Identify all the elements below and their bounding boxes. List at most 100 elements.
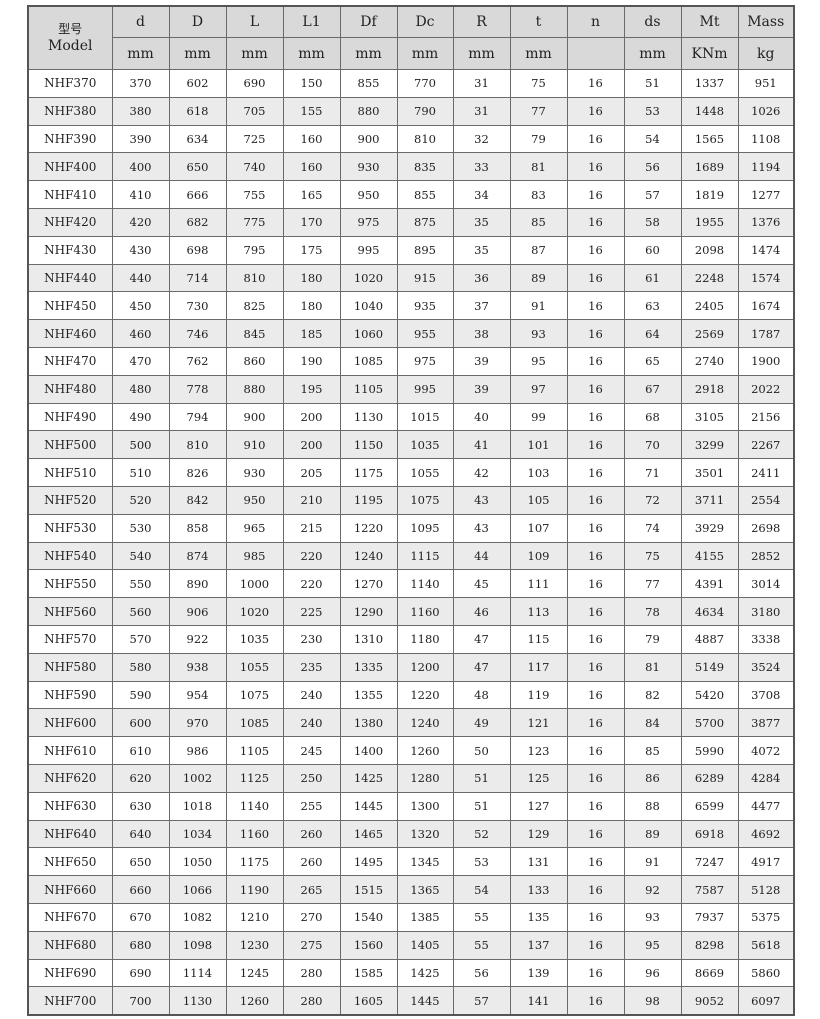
cell-d: 1082 [168,902,227,932]
column-unit-d: mm [111,37,170,70]
column-header-mt: Mt [680,5,739,38]
cell-l1: 235 [282,652,341,682]
cell-mass: 4284 [737,763,795,793]
cell-ds: 81 [623,652,682,682]
model-cell: NHF620 [27,763,113,793]
cell-ds: 57 [623,180,682,209]
cell-d: 390 [111,124,170,154]
cell-df: 1290 [339,597,398,626]
cell-l: 1260 [225,986,284,1016]
cell-n: 16 [566,319,625,348]
cell-df: 1220 [339,513,398,543]
table-row: NHF470 470 762 860 190 1085 975 39 95 16 65 2740 190… [27,346,795,376]
model-header-ko: 型号 [58,22,83,36]
column-header-d: D [168,5,227,38]
cell-l: 1105 [225,736,284,765]
cell-ds: 53 [623,96,682,126]
cell-l1: 210 [282,485,341,515]
column-header-n: n [566,5,625,38]
cell-mt: 2405 [680,291,739,321]
cell-ds: 74 [623,513,682,543]
model-cell: NHF540 [27,541,113,571]
cell-t: 133 [509,875,568,904]
cell-t: 117 [509,652,568,682]
cell-n: 16 [566,902,625,932]
cell-ds: 88 [623,791,682,821]
cell-dc: 1240 [396,708,454,738]
cell-t: 85 [509,207,568,237]
cell-n: 16 [566,69,625,98]
cell-l: 1000 [225,569,284,599]
cell-l: 705 [225,96,284,126]
cell-l: 1175 [225,847,284,877]
cell-l: 1190 [225,875,284,904]
cell-n: 16 [566,291,625,321]
cell-d: 380 [111,96,170,126]
cell-n: 16 [566,624,625,654]
cell-mt: 6918 [680,819,739,849]
cell-ds: 56 [623,152,682,182]
cell-ds: 78 [623,597,682,626]
cell-n: 16 [566,513,625,543]
table-row: NHF420 420 682 775 170 975 875 35 85 16 58 1955 1376 [27,207,795,237]
cell-ds: 68 [623,402,682,432]
cell-l: 965 [225,513,284,543]
column-unit-d: mm [168,37,227,70]
cell-dc: 895 [396,235,454,265]
cell-mt: 4155 [680,541,739,571]
cell-mt: 3299 [680,430,739,460]
cell-mass: 6097 [737,986,795,1016]
cell-mt: 2740 [680,346,739,376]
table-row: NHF630 630 1018 1140 255 1445 1300 51 127 16 88 659… [27,791,795,821]
cell-l1: 260 [282,819,341,849]
cell-d: 370 [111,69,170,98]
model-cell: NHF500 [27,430,113,460]
cell-ds: 71 [623,458,682,487]
cell-df: 1040 [339,291,398,321]
cell-mt: 5990 [680,736,739,765]
cell-mt: 2918 [680,374,739,404]
cell-l1: 255 [282,791,341,821]
cell-mass: 4692 [737,819,795,849]
cell-d: 730 [168,291,227,321]
cell-mass: 1674 [737,291,795,321]
cell-dc: 835 [396,152,454,182]
column-header-l: L [225,5,284,38]
cell-n: 16 [566,736,625,765]
cell-ds: 51 [623,69,682,98]
cell-d: 500 [111,430,170,460]
cell-df: 1380 [339,708,398,738]
cell-df: 1150 [339,430,398,460]
cell-ds: 58 [623,207,682,237]
cell-r: 56 [452,958,511,988]
cell-d: 1130 [168,986,227,1016]
cell-mt: 1448 [680,96,739,126]
cell-ds: 92 [623,875,682,904]
cell-t: 101 [509,430,568,460]
cell-n: 16 [566,152,625,182]
cell-mt: 5420 [680,680,739,710]
cell-l1: 160 [282,152,341,182]
cell-r: 57 [452,986,511,1016]
cell-l1: 260 [282,847,341,877]
model-cell: NHF650 [27,847,113,877]
cell-df: 1130 [339,402,398,432]
cell-mass: 3708 [737,680,795,710]
table-row: NHF450 450 730 825 180 1040 935 37 91 16 63 2405 167… [27,291,795,321]
model-cell: NHF550 [27,569,113,599]
cell-n: 16 [566,485,625,515]
model-cell: NHF660 [27,875,113,904]
cell-ds: 93 [623,902,682,932]
cell-dc: 935 [396,291,454,321]
cell-mass: 1574 [737,263,795,293]
cell-dc: 1220 [396,680,454,710]
table-body: NHF370 370 602 690 150 855 770 31 75 16 51 1337 951 N… [27,69,795,1016]
cell-r: 50 [452,736,511,765]
table-row: NHF530 530 858 965 215 1220 1095 43 107 16 74 3929 2… [27,513,795,543]
cell-r: 51 [452,791,511,821]
model-cell: NHF700 [27,986,113,1016]
cell-mt: 2098 [680,235,739,265]
cell-l1: 155 [282,96,341,126]
cell-r: 38 [452,319,511,348]
cell-dc: 1160 [396,597,454,626]
